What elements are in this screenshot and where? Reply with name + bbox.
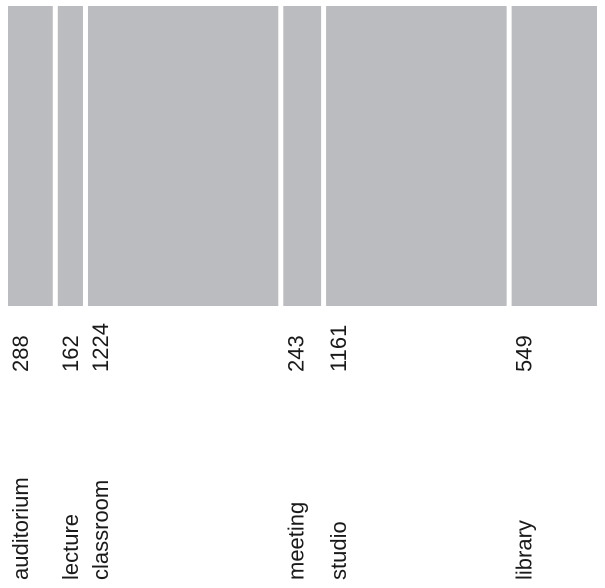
segments-group xyxy=(8,6,597,306)
segment-classroom xyxy=(87,6,279,306)
value-label-lecture: 162 xyxy=(58,335,83,372)
segment-meeting xyxy=(283,6,322,306)
segment-library xyxy=(511,6,597,306)
category-label-classroom: classroom xyxy=(88,480,113,580)
value-label-auditorium: 288 xyxy=(8,335,33,372)
value-labels-group: 288 162 1224 243 1161 549 xyxy=(8,323,537,372)
value-label-library: 549 xyxy=(512,335,537,372)
value-label-meeting: 243 xyxy=(283,335,308,372)
category-labels-group: auditorium lecture classroom meeting studio l… xyxy=(8,477,537,580)
segment-auditorium xyxy=(8,6,53,306)
category-label-auditorium: auditorium xyxy=(8,477,33,580)
value-label-studio: 1161 xyxy=(326,325,351,372)
category-label-library: library xyxy=(512,520,537,580)
value-label-classroom: 1224 xyxy=(88,323,113,372)
category-label-studio: studio xyxy=(326,521,351,580)
category-label-lecture: lecture xyxy=(58,514,83,580)
segment-lecture xyxy=(57,6,83,306)
category-label-meeting: meeting xyxy=(283,502,308,580)
segment-studio xyxy=(326,6,507,306)
